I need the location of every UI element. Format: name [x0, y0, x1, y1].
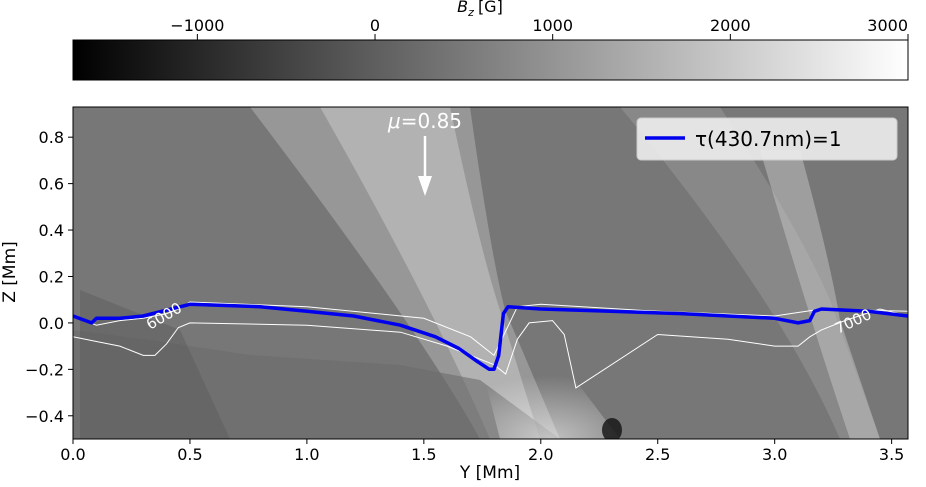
colorbar-tick-label: −1000: [170, 16, 224, 35]
y-tick-label: 0.2: [39, 267, 64, 286]
colorbar-label: Bz [G]: [457, 0, 503, 19]
y-tick-label: −0.2: [25, 360, 64, 379]
x-axis-label: Y [Mm]: [459, 463, 520, 483]
y-tick-label: 0.4: [39, 221, 64, 240]
colorbar-gradient: [72, 39, 909, 81]
colorbar-tick-label: 3000: [867, 16, 908, 35]
x-tick-label: 0.5: [177, 445, 202, 464]
y-tick-label: 0.0: [39, 314, 64, 333]
y-tick-label: −0.4: [25, 407, 64, 426]
legend-box: [636, 117, 898, 161]
plot-frame: [72, 106, 909, 440]
colorbar-tick-label: 1000: [532, 16, 573, 35]
x-tick-label: 2.5: [645, 445, 670, 464]
colorbar-tick-label: 0: [370, 16, 380, 35]
x-tick-label: 3.0: [762, 445, 787, 464]
colorbar: Bz [G] −1000 0 1000 2000 3000: [72, 0, 909, 81]
colorbar-ticks: −1000 0 1000 2000 3000: [170, 16, 909, 40]
colorbar-tick-label: 2000: [710, 16, 751, 35]
mu-label: μ=0.85: [387, 109, 462, 133]
x-axis: 0.0 0.5 1.0 1.5 2.0 2.5 3.0 3.5: [60, 439, 904, 464]
y-axis-label: Z [Mm]: [0, 241, 20, 303]
x-tick-label: 0.0: [60, 445, 85, 464]
y-axis: −0.4 −0.2 0.0 0.2 0.4 0.6 0.8: [25, 128, 73, 426]
plot-area: 6000 7000 μ=0.85 τ(430.7nm)=1 0.0 0.5 1.0 1…: [0, 106, 909, 483]
x-tick-label: 1.0: [294, 445, 319, 464]
contour-7000: [73, 308, 908, 389]
x-tick-label: 3.5: [879, 445, 904, 464]
legend: τ(430.7nm)=1: [636, 117, 898, 161]
legend-entry: τ(430.7nm)=1: [695, 127, 842, 151]
tau-line: [73, 302, 908, 372]
y-tick-label: 0.6: [39, 175, 64, 194]
mu-arrow-head: [418, 176, 432, 196]
y-tick-label: 0.8: [39, 128, 64, 147]
x-tick-label: 2.0: [528, 445, 553, 464]
x-tick-label: 1.5: [411, 445, 436, 464]
mu-annotation: μ=0.85: [387, 109, 462, 196]
heatmap-background: [73, 107, 908, 439]
